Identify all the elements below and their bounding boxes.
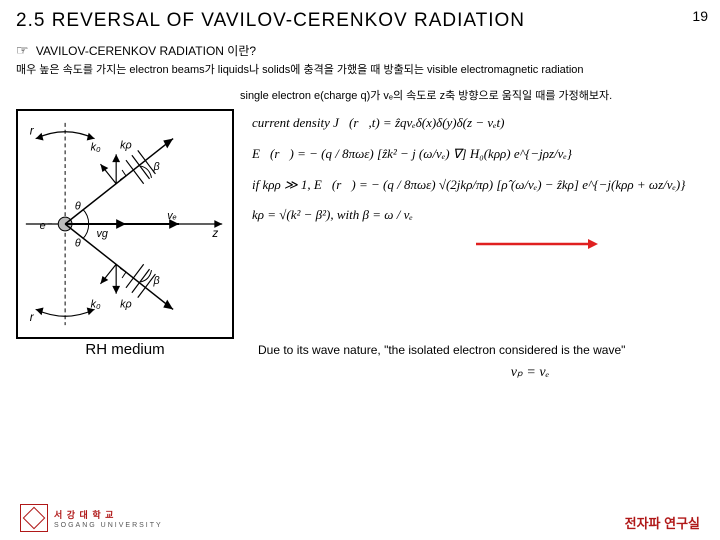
wave-nature-note: Due to its wave nature, "the isolated el… (258, 343, 704, 357)
intro-line: single electron e(charge q)가 vₑ의 속도로 z축 … (0, 85, 720, 109)
label-vg: vg (97, 228, 108, 240)
sogang-logo-icon (20, 504, 48, 532)
label-theta-u: θ (75, 200, 81, 212)
section-title: 2.5 REVERSAL OF VAVILOV-CERENKOV RADIATI… (0, 0, 720, 38)
university-name: 서 강 대 학 교 SOGANG UNIVERSITY (54, 508, 163, 529)
footer: 서 강 대 학 교 SOGANG UNIVERSITY 전자파 연구실 (0, 504, 720, 532)
equation-current-density: current density J⃗(r⃗,t) = ẑqvₑδ(x)δ(y)δ… (252, 113, 704, 134)
label-krho-u: kρ (120, 139, 132, 151)
lab-name: 전자파 연구실 (625, 513, 700, 532)
main-content-row: r r k₀ kρ β k₀ kρ β θ θ e⁻ vg vₑ z curre… (0, 109, 720, 339)
label-k0-l: k₀ (91, 298, 101, 310)
equation-efield-approx: if kρρ ≫ 1, E⃗(r⃗) = − (q / 8πωε) √(2jkρ… (252, 175, 704, 196)
label-krho-l: kρ (120, 298, 132, 310)
red-arrow-underline (472, 238, 602, 250)
label-beta-l: β (152, 275, 159, 287)
university-logo-block: 서 강 대 학 교 SOGANG UNIVERSITY (20, 504, 163, 532)
label-r-top: r (30, 125, 35, 138)
univ-name-kr: 서 강 대 학 교 (54, 508, 163, 521)
label-eminus: e⁻ (40, 220, 53, 232)
phase-velocity-eq: vₚ = vₑ (340, 364, 720, 381)
label-z: z (211, 227, 218, 240)
equation-krho-beta: kρ = √(k² − β²), with β = ω / vₑ (252, 205, 704, 226)
equations-column: current density J⃗(r⃗,t) = ẑqvₑδ(x)δ(y)δ… (252, 109, 704, 339)
pointer-icon: ☞ (16, 42, 29, 58)
univ-name-en: SOGANG UNIVERSITY (54, 522, 163, 529)
label-ve: vₑ (167, 210, 177, 222)
equation-efield: E⃗(r⃗) = − (q / 8πωε) [ẑk² − j (ω/vₑ) ∇]… (252, 144, 704, 165)
description-text: 매우 높은 속도를 가지는 electron beams가 liquids나 s… (0, 61, 720, 85)
diagram-svg: r r k₀ kρ β k₀ kρ β θ θ e⁻ vg vₑ z (18, 111, 232, 337)
subtitle-row: ☞ VAVILOV-CERENKOV RADIATION 이란? (0, 38, 720, 61)
rh-row: RH medium Due to its wave nature, "the i… (0, 339, 720, 358)
page-number: 19 (692, 8, 708, 24)
rh-medium-label: RH medium (16, 341, 234, 358)
cone-diagram: r r k₀ kρ β k₀ kρ β θ θ e⁻ vg vₑ z (16, 109, 234, 339)
label-k0-u: k₀ (91, 141, 101, 153)
label-theta-l: θ (75, 238, 81, 250)
label-beta-u: β (152, 161, 159, 173)
subtitle-text: VAVILOV-CERENKOV RADIATION 이란? (36, 44, 256, 58)
label-r-bot: r (30, 311, 35, 324)
